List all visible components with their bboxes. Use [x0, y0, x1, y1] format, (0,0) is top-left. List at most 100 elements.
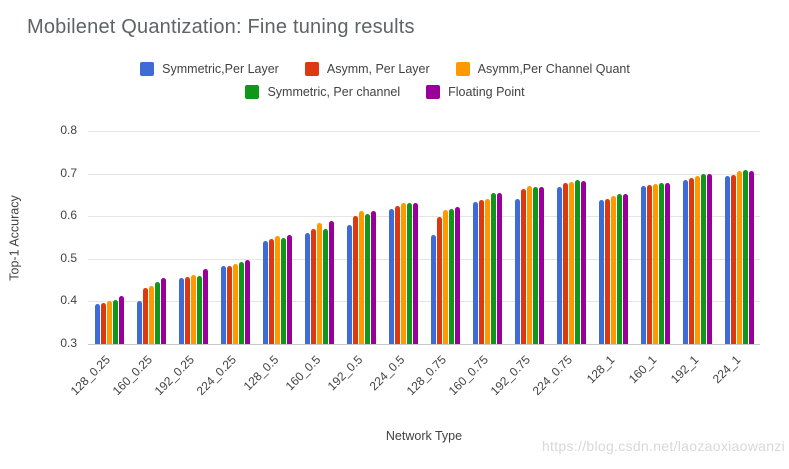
bar-192_1	[682, 179, 688, 344]
bar-192_0.75	[538, 187, 544, 344]
bar-group-128_0.25	[88, 131, 130, 344]
x-tick-label: 192_0.75	[487, 352, 533, 398]
y-axis-title-text: Top-1 Accuracy	[8, 194, 22, 281]
y-tick-label: 0.5	[60, 250, 77, 265]
x-tick-label: 192_0.25	[151, 352, 197, 398]
x-tick-label: 160_1	[625, 352, 659, 387]
bar-128_0.5	[268, 239, 274, 344]
bar-160_0.5	[310, 228, 316, 344]
bar-224_0.75	[562, 182, 568, 344]
chart-title: Mobilenet Quantization: Fine tuning resu…	[27, 16, 415, 38]
legend-swatch-icon	[304, 62, 319, 76]
bar-224_0.75	[580, 180, 586, 344]
bar-128_0.5	[262, 240, 268, 344]
bar-160_0.25	[142, 287, 148, 344]
legend-label: Symmetric, Per channel	[267, 85, 401, 99]
bar-224_0.75	[568, 181, 574, 344]
bar-group-160_0.75	[466, 131, 508, 344]
legend-swatch-icon	[455, 62, 470, 76]
x-tick-label: 160_0.5	[282, 352, 323, 394]
bar-group-128_0.5	[256, 131, 298, 344]
bar-192_0.5	[370, 210, 376, 344]
bar-192_0.75	[514, 198, 520, 344]
bar-224_0.25	[232, 263, 238, 344]
bar-group-160_1	[634, 131, 676, 344]
x-tick-label: 128_0.5	[240, 352, 281, 394]
bar-192_0.25	[184, 276, 190, 344]
bar-160_0.25	[148, 285, 154, 344]
legend-swatch-icon	[245, 85, 260, 99]
y-tick-label: 0.3	[60, 336, 77, 350]
bar-224_1	[736, 171, 742, 344]
bar-128_1	[610, 196, 616, 344]
bar-160_0.5	[322, 229, 328, 344]
bar-group-192_0.25	[172, 131, 214, 344]
bar-group-192_0.75	[508, 131, 550, 344]
bar-group-128_0.75	[424, 131, 466, 344]
bar-224_0.5	[394, 206, 400, 344]
x-tick-label: 224_0.25	[193, 352, 239, 398]
bar-128_0.75	[442, 210, 448, 344]
bar-group-224_0.5	[382, 131, 424, 344]
bar-128_0.75	[448, 209, 454, 344]
x-tick-label: 224_0.75	[529, 352, 575, 398]
bar-160_1	[664, 182, 670, 344]
bar-224_0.75	[556, 187, 562, 344]
bar-128_0.5	[286, 234, 292, 344]
bar-192_0.5	[358, 210, 364, 344]
legend-label: Asymm,Per Channel Quant	[477, 62, 630, 76]
y-tick-label: 0.7	[60, 165, 77, 180]
bar-128_0.25	[118, 295, 124, 344]
bar-128_0.25	[106, 301, 112, 344]
gridline	[88, 258, 760, 260]
bar-group-160_0.25	[130, 131, 172, 344]
bar-group-224_0.75	[550, 131, 592, 344]
legend-row-2: Symmetric, Per channel Floating Point	[245, 85, 525, 99]
bar-group-128_1	[592, 131, 634, 344]
y-tick-label: 0.6	[60, 208, 77, 223]
bar-192_1	[706, 174, 712, 344]
x-tick-label: 224_1	[709, 352, 743, 387]
bar-128_0.5	[280, 238, 286, 344]
bar-224_0.75	[574, 180, 580, 344]
legend-item: Floating Point	[426, 85, 525, 99]
bar-160_0.75	[496, 193, 502, 344]
bar-160_0.75	[484, 199, 490, 344]
bar-224_0.5	[388, 208, 394, 344]
bar-160_1	[652, 184, 658, 344]
bar-128_0.25	[100, 302, 106, 344]
gridline	[88, 344, 760, 345]
gridline	[88, 173, 760, 175]
bar-160_0.75	[490, 192, 496, 344]
bar-192_0.25	[202, 269, 208, 344]
x-tick-label: 128_1	[583, 352, 617, 387]
x-tick-label: 224_0.5	[366, 352, 407, 394]
x-tick-label: 160_0.75	[445, 352, 491, 398]
bar-160_1	[640, 185, 646, 344]
x-tick-label: 160_0.25	[109, 352, 155, 398]
bar-160_0.75	[478, 200, 484, 344]
bar-224_1	[742, 170, 748, 344]
legend-label: Symmetric,Per Layer	[162, 62, 279, 76]
bar-192_0.25	[196, 276, 202, 344]
legend-item: Asymm,Per Channel Quant	[455, 62, 630, 76]
legend-item: Symmetric, Per channel	[245, 85, 400, 99]
bar-group-192_1	[676, 131, 718, 344]
legend-label: Floating Point	[448, 85, 525, 99]
plot-area: 0.8 0.7 0.6 0.5 0.4 0.3 128_0.25 160_0.25 192_0.…	[60, 123, 760, 398]
legend-swatch-icon	[140, 62, 155, 76]
bar-224_0.5	[406, 203, 412, 344]
bar-160_0.25	[154, 281, 160, 344]
y-tick-label: 0.4	[60, 293, 77, 308]
x-tick-label: 192_1	[667, 352, 701, 387]
legend-row-1: Symmetric,Per Layer Asymm, Per Layer Asymm…	[140, 62, 630, 76]
y-tick-label: 0.8	[60, 123, 77, 137]
watermark: https://blog.csdn.net/laozaoxiaowanzi	[541, 438, 785, 454]
bar-224_1	[730, 175, 736, 344]
bar-224_1	[724, 175, 730, 344]
bar-224_0.25	[226, 266, 232, 344]
bar-192_0.5	[346, 224, 352, 344]
bar-group-224_0.25	[214, 131, 256, 344]
bar-192_0.75	[532, 187, 538, 344]
bar-224_0.5	[412, 203, 418, 344]
